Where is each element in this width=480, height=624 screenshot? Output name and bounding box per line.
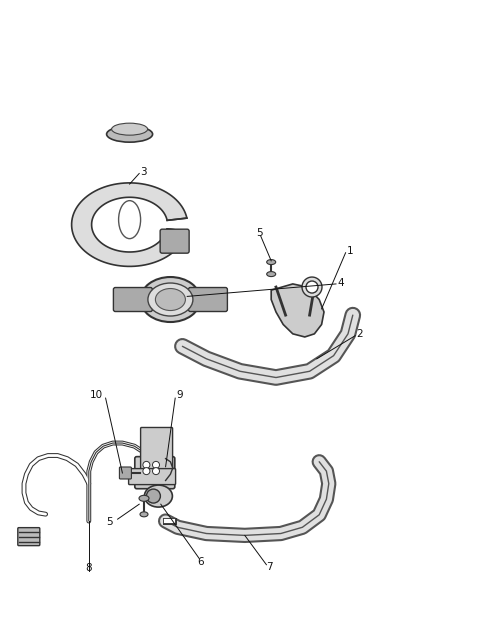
Ellipse shape (107, 126, 153, 142)
FancyBboxPatch shape (160, 229, 189, 253)
Text: 4: 4 (337, 278, 344, 288)
FancyBboxPatch shape (129, 469, 176, 485)
FancyBboxPatch shape (141, 427, 173, 482)
Text: 7: 7 (266, 562, 273, 572)
Ellipse shape (146, 489, 160, 503)
FancyBboxPatch shape (120, 467, 132, 479)
Ellipse shape (140, 277, 200, 322)
Ellipse shape (148, 283, 193, 316)
Ellipse shape (112, 123, 148, 135)
FancyBboxPatch shape (135, 457, 175, 489)
FancyBboxPatch shape (18, 528, 40, 545)
Ellipse shape (267, 271, 276, 276)
Text: 2: 2 (356, 329, 363, 339)
FancyBboxPatch shape (113, 288, 152, 311)
Text: 1: 1 (347, 246, 353, 256)
Text: 5: 5 (256, 228, 263, 238)
Text: 5: 5 (106, 517, 113, 527)
Polygon shape (271, 284, 324, 337)
Text: 3: 3 (140, 167, 147, 177)
Circle shape (143, 461, 150, 469)
Text: 9: 9 (177, 390, 183, 400)
Circle shape (153, 467, 159, 475)
Text: 8: 8 (85, 563, 92, 573)
Circle shape (143, 467, 150, 475)
Text: 10: 10 (90, 390, 103, 400)
Circle shape (153, 461, 159, 469)
FancyBboxPatch shape (188, 288, 228, 311)
Ellipse shape (267, 260, 276, 265)
Polygon shape (72, 183, 187, 266)
Ellipse shape (156, 288, 185, 311)
Circle shape (302, 277, 322, 297)
Ellipse shape (144, 485, 172, 507)
Ellipse shape (140, 512, 148, 517)
Circle shape (306, 281, 318, 293)
Ellipse shape (139, 495, 149, 501)
Ellipse shape (119, 201, 141, 238)
Text: 6: 6 (197, 557, 204, 567)
